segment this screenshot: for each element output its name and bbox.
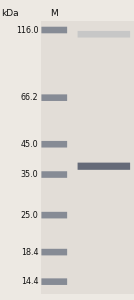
- FancyBboxPatch shape: [41, 171, 67, 178]
- Text: 35.0: 35.0: [21, 170, 38, 179]
- FancyBboxPatch shape: [41, 249, 67, 255]
- FancyBboxPatch shape: [78, 31, 130, 38]
- Bar: [41, 21, 134, 294]
- Text: 45.0: 45.0: [21, 140, 38, 149]
- Text: kDa: kDa: [1, 9, 19, 18]
- Text: 18.4: 18.4: [21, 248, 38, 256]
- FancyBboxPatch shape: [41, 141, 67, 148]
- Text: 25.0: 25.0: [21, 211, 38, 220]
- Text: 116.0: 116.0: [16, 26, 38, 34]
- FancyBboxPatch shape: [41, 94, 67, 101]
- Text: 66.2: 66.2: [21, 93, 38, 102]
- FancyBboxPatch shape: [41, 212, 67, 218]
- FancyBboxPatch shape: [41, 27, 67, 33]
- FancyBboxPatch shape: [41, 278, 67, 285]
- Text: 14.4: 14.4: [21, 277, 38, 286]
- FancyBboxPatch shape: [78, 163, 130, 170]
- Text: M: M: [50, 9, 58, 18]
